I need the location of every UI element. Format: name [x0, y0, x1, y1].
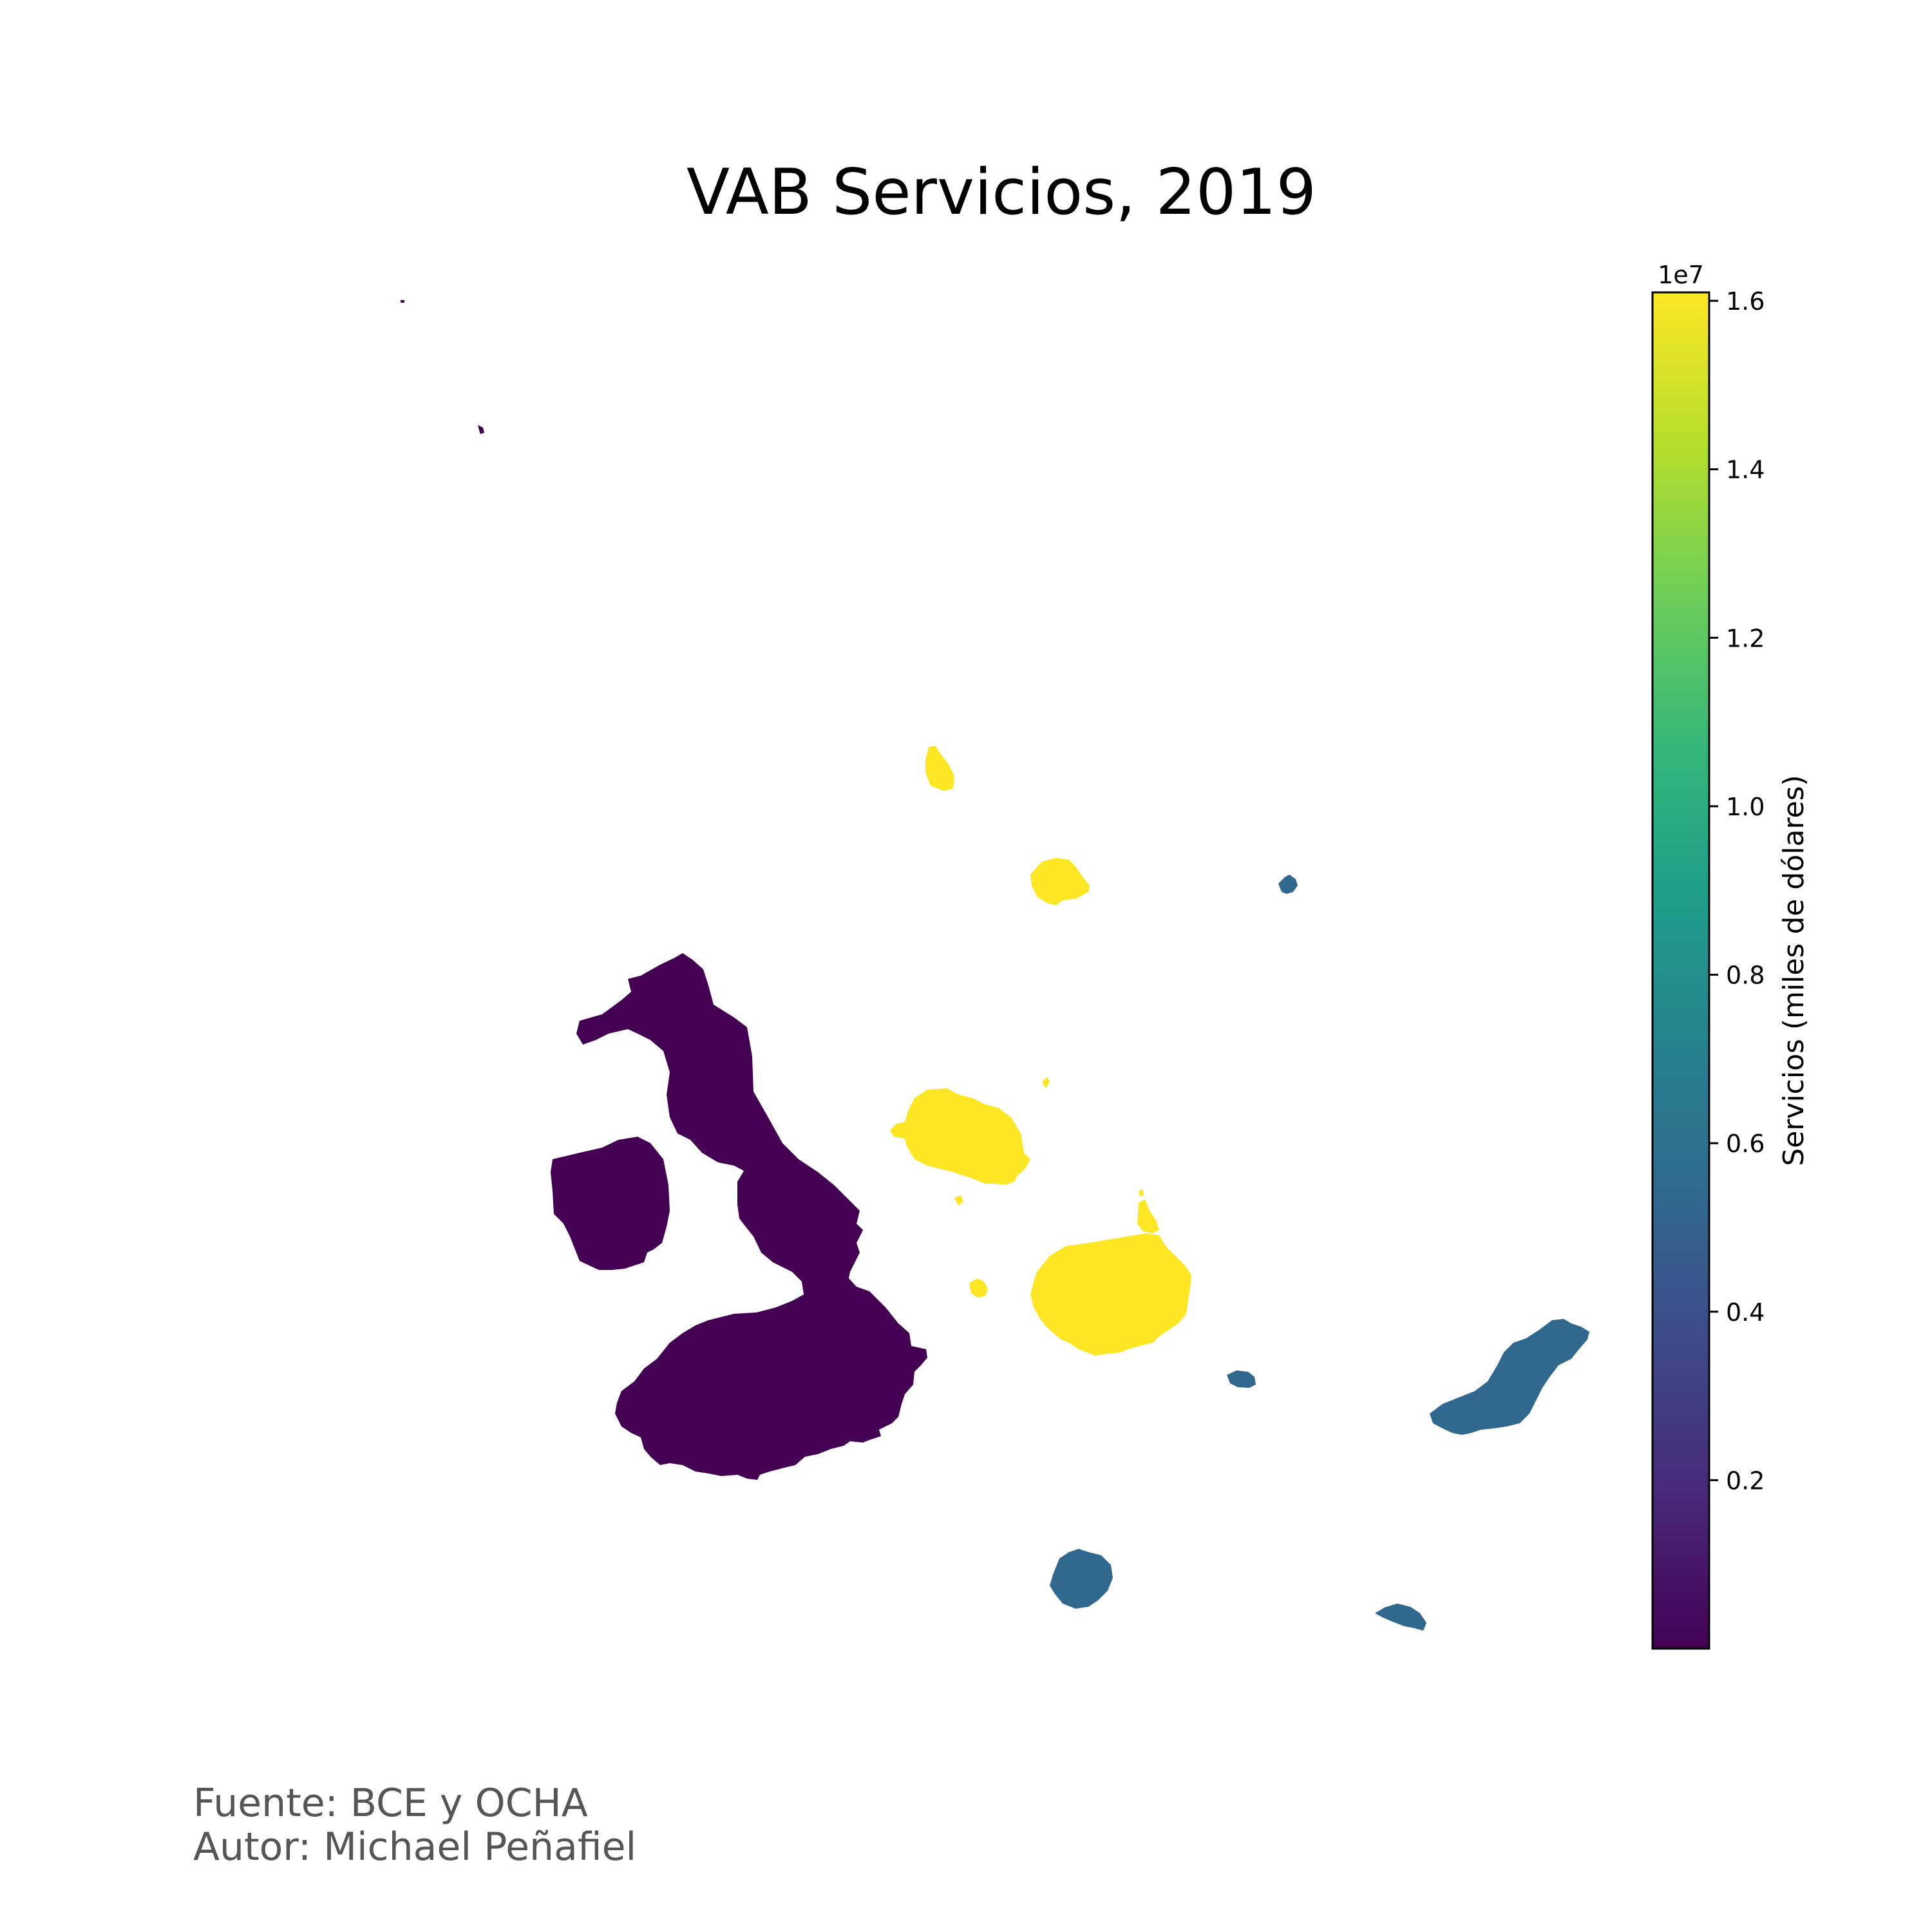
islet-rabida: [1042, 1077, 1050, 1088]
island-pinzon: [969, 1278, 988, 1298]
islet-seymour: [1139, 1189, 1144, 1197]
island-floreana: [1050, 1549, 1113, 1609]
colorbar-exponent: 1e7: [1658, 261, 1704, 289]
region-mid: [1050, 875, 1589, 1631]
island-baltra: [1137, 1199, 1159, 1233]
colorbar-tick-label: 0.2: [1726, 1466, 1765, 1495]
island-fernandina: [551, 1137, 670, 1270]
island-santiago: [890, 1088, 1030, 1185]
colorbar-label: Servicios (miles de dólares): [1777, 775, 1810, 1166]
island-isabela: [576, 953, 927, 1480]
islet-wolf: [478, 425, 484, 434]
island-espanola: [1375, 1604, 1426, 1631]
source-text: Fuente: BCE y OCHA: [193, 1781, 588, 1826]
colorbar-ticks: 0.2 0.4 0.6 0.8 1.0 1.2 1.4 1.6: [1709, 287, 1765, 1495]
colorbar-tick-label: 1.4: [1726, 456, 1765, 484]
islet-south-santiago: [954, 1195, 963, 1206]
colorbar-gradient: [1651, 291, 1710, 1650]
region-low: [401, 300, 927, 1480]
island-santa-cruz: [1030, 1233, 1191, 1356]
map-area: [401, 300, 1589, 1631]
island-genovesa: [1278, 875, 1298, 894]
island-san-cristobal: [1430, 1319, 1589, 1435]
author-text: Autor: Michael Peñafiel: [193, 1824, 636, 1870]
island-marchena: [1030, 858, 1090, 905]
colorbar-tick-label: 1.2: [1726, 624, 1765, 652]
colorbar: 1e7 0.2 0.4 0.6 0.8 1.0 1.2 1.4 1.6 Servicios (…: [1651, 261, 1810, 1650]
colorbar-tick-label: 0.6: [1726, 1130, 1765, 1158]
islet-darwin: [401, 300, 404, 303]
map-title: VAB Servicios, 2019: [687, 156, 1316, 229]
region-high: [890, 746, 1191, 1356]
island-pinta: [925, 746, 954, 791]
colorbar-tick-label: 0.4: [1726, 1298, 1765, 1327]
colorbar-tick-label: 1.6: [1726, 287, 1765, 316]
colorbar-tick-label: 0.8: [1726, 961, 1765, 990]
colorbar-tick-label: 1.0: [1726, 793, 1765, 821]
island-santa-fe: [1227, 1370, 1256, 1388]
